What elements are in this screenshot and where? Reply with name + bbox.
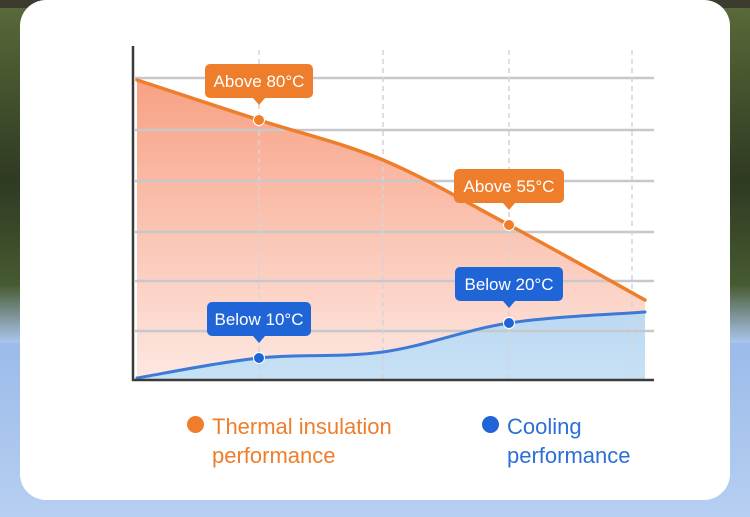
- line-cooling: [135, 310, 647, 380]
- callout-label-0: Above 80°C: [214, 72, 305, 91]
- callout-pointer-0: [253, 98, 265, 105]
- legend-item-cooling: Cooling performance: [482, 412, 657, 470]
- legend-item-thermal: Thermal insulation performance: [187, 412, 422, 470]
- callout-pointer-3: [503, 301, 515, 308]
- callout-box-3: [455, 267, 563, 301]
- legend-label-cooling: Cooling performance: [507, 414, 631, 468]
- legend-dot-orange: [187, 416, 204, 433]
- line-thermal: [135, 78, 647, 302]
- callout-1: Above 55°C: [454, 169, 564, 231]
- callout-pointer-1: [503, 203, 515, 210]
- callout-dot-2: [253, 352, 265, 364]
- legend-label-thermal: Thermal insulation performance: [212, 414, 392, 468]
- callout-box-1: [454, 169, 564, 203]
- callout-0: Above 80°C: [205, 64, 313, 126]
- callout-label-1: Above 55°C: [464, 177, 555, 196]
- callout-dot-1: [503, 219, 515, 231]
- callout-dot-3: [503, 317, 515, 329]
- callout-dot-0: [253, 114, 265, 126]
- callout-pointer-2: [253, 336, 265, 343]
- callout-box-2: [207, 302, 311, 336]
- callout-2: Below 10°C: [207, 302, 311, 364]
- callout-label-2: Below 10°C: [214, 310, 303, 329]
- callout-box-0: [205, 64, 313, 98]
- callout-3: Below 20°C: [455, 267, 563, 329]
- callout-label-3: Below 20°C: [464, 275, 553, 294]
- area-cooling: [137, 312, 645, 380]
- legend-dot-blue: [482, 416, 499, 433]
